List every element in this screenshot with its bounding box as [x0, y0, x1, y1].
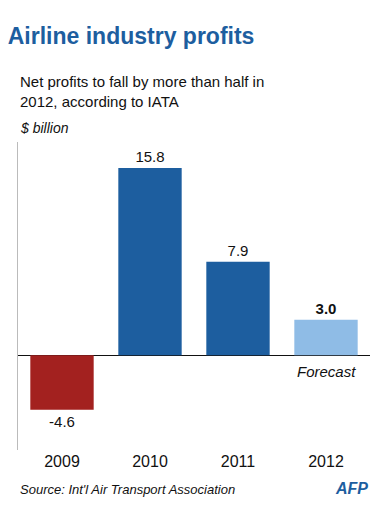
svg-text:$ billion: $ billion — [20, 120, 69, 136]
svg-text:7.9: 7.9 — [228, 242, 249, 259]
svg-text:2012: 2012 — [308, 453, 344, 470]
svg-text:3.0: 3.0 — [316, 300, 337, 317]
svg-text:Forecast: Forecast — [297, 363, 356, 380]
svg-text:2011: 2011 — [221, 453, 256, 470]
svg-text:Net profits to fall by more th: Net profits to fall by more than half in… — [20, 73, 264, 110]
svg-text:Airline industry profits: Airline industry profits — [8, 23, 255, 49]
svg-text:15.8: 15.8 — [135, 148, 164, 165]
svg-text:AFP: AFP — [335, 480, 368, 497]
svg-text:-4.6: -4.6 — [49, 413, 75, 430]
svg-text:Source: Int'l Air Transport As: Source: Int'l Air Transport Association — [20, 482, 235, 497]
svg-text:2009: 2009 — [44, 453, 80, 470]
svg-text:2010: 2010 — [132, 453, 168, 470]
